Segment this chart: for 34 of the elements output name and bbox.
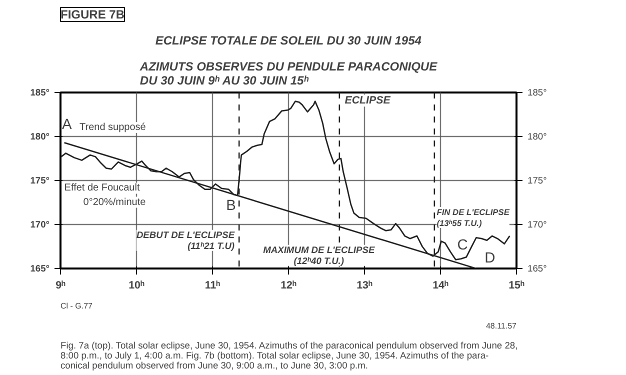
y2-tick-label: 170°: [528, 220, 548, 230]
x-tick-label: 12ʰ: [280, 280, 296, 292]
x-tick-label: 14ʰ: [432, 280, 448, 292]
annotation: A: [62, 116, 72, 133]
annotation: 0°20%/minute: [83, 196, 146, 208]
ref-line-label: DEBUT DE L'ECLIPSE (11ʰ21 T.U): [136, 230, 236, 251]
annotation: C: [457, 238, 468, 254]
chart-title: ECLIPSE TOTALE DE SOLEIL DU 30 JUIN 1954: [155, 34, 422, 48]
annotation: D: [484, 250, 496, 267]
y-tick-label: 180°: [30, 132, 50, 142]
y-tick-label: 185°: [30, 88, 50, 98]
caption: FIGURE 7B: [60, 8, 125, 22]
chart-subtitle: AZIMUTS OBSERVES DU PENDULE PARACONIQUE DU 30 JUIN 9ʰ AU 30 JUIN 15ʰ: [138, 60, 438, 88]
x-tick-label: 10ʰ: [128, 280, 144, 292]
text: 48.11.57: [486, 322, 518, 330]
y2-tick-label: 180°: [528, 132, 548, 142]
text: Cl - G.77: [60, 302, 94, 310]
y2-tick-label: 185°: [528, 88, 548, 98]
x-tick-label: 11ʰ: [204, 280, 220, 292]
y-tick-label: 175°: [30, 176, 50, 186]
ref-line-label: MAXIMUM DE L'ECLIPSE (12ʰ40 T.U.): [263, 244, 376, 266]
y-tick-label: 165°: [30, 264, 50, 274]
y-tick-label: 170°: [30, 220, 50, 230]
caption: Fig. 7a (top). Total solar eclipse, June 30, 1954. Azimuths of the paraconical pendulum observed from June 28, 8:00 p.m., to July 1, 4:00 a.m. Fig. 7b (bottom). Total solar eclipse, June 30, 1954. Azimuths of the para- conical pendulum observed from June 30, 9:00 a.m., to June 30, 3:00 p.m.: [60, 340, 518, 370]
annotation: ECLIPSE: [344, 94, 392, 107]
x-tick-label: 15ʰ: [508, 280, 524, 292]
y2-tick-label: 165°: [528, 264, 548, 274]
annotation: Effet de Foucault: [64, 182, 140, 194]
x-tick-label: 9ʰ: [56, 280, 66, 292]
annotation: B: [226, 198, 236, 214]
x-tick-label: 13ʰ: [356, 280, 372, 292]
y2-tick-label: 175°: [528, 176, 548, 186]
ref-line-label: FIN DE L'ECLIPSE (13ʰ55 T.U.): [436, 207, 510, 228]
annotation: Trend supposé: [80, 122, 146, 133]
